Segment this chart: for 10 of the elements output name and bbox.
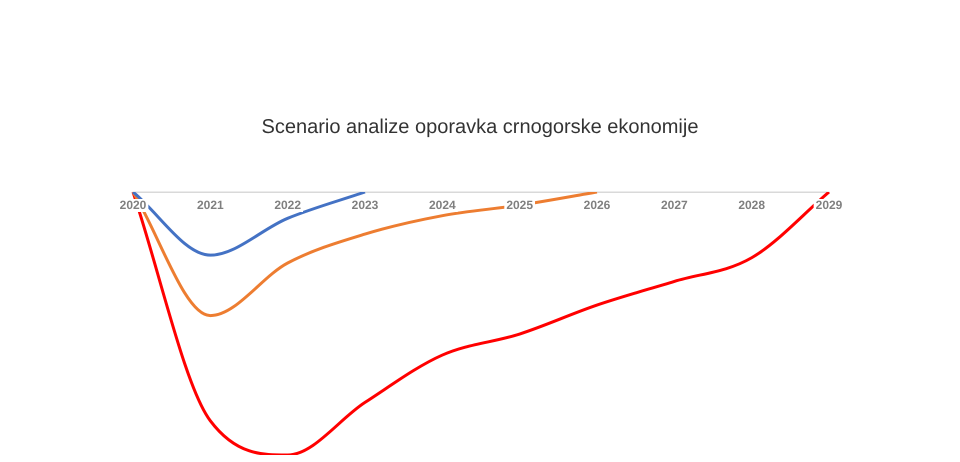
x-tick-label: 2021 <box>196 198 224 212</box>
x-tick-label: 2024 <box>428 198 456 212</box>
x-tick-label: 2027 <box>660 198 688 212</box>
x-tick-label: 2023 <box>352 198 379 212</box>
x-tick-label: 2026 <box>584 198 611 212</box>
x-tick-label: 2020 <box>120 198 147 212</box>
x-tick-label: 2022 <box>274 198 302 212</box>
chart-title: Scenario analize oporavka crnogorske ekonomije <box>260 116 700 139</box>
x-tick-label: 2028 <box>738 198 766 212</box>
x-tick-label: 2029 <box>816 198 843 212</box>
